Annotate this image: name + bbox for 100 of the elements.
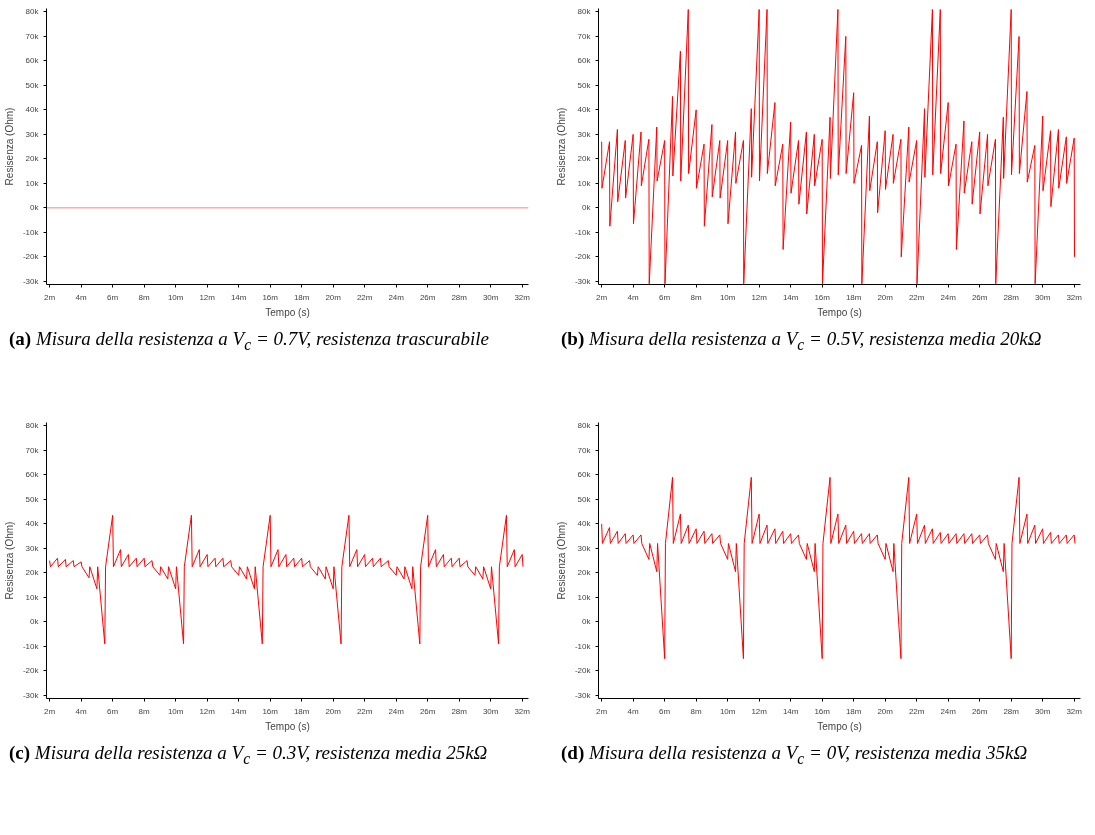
x-tick-label: 24m — [388, 292, 405, 302]
x-tick-label: 26m — [971, 706, 988, 716]
y-tick-label: 0k — [30, 617, 40, 627]
x-tick-label: 16m — [262, 706, 279, 716]
y-tick-label: 80k — [25, 421, 40, 431]
x-tick-label: 12m — [199, 706, 216, 716]
x-tick-label: 16m — [814, 706, 831, 716]
text: (d) Misura della resistenza a V$_{c}$ = 0V, resistenza media 35kΩ — [561, 741, 1028, 769]
y-axis-title: Resisenza (Ohm) — [3, 521, 15, 600]
x-tick-label: 32m — [514, 706, 531, 716]
y-tick-label: -20k — [574, 666, 592, 676]
y-tick-label: -10k — [22, 227, 40, 237]
y-tick-label: 80k — [577, 7, 592, 17]
y-tick-label: 10k — [25, 178, 40, 188]
x-tick-label: 22m — [908, 292, 925, 302]
x-tick-label: 4m — [627, 706, 640, 716]
y-tick-label: 70k — [577, 31, 592, 41]
x-tick-label: 8m — [690, 706, 703, 716]
y-tick-label: 20k — [577, 568, 592, 578]
y-tick-label: 60k — [25, 56, 40, 66]
x-tick-label: 10m — [719, 292, 736, 302]
x-tick-label: 14m — [230, 292, 247, 302]
y-tick-label: 30k — [25, 543, 40, 553]
x-tick-label: 8m — [138, 706, 151, 716]
x-tick-label: 24m — [940, 292, 957, 302]
x-tick-label: 28m — [451, 292, 468, 302]
x-tick-label: 10m — [719, 706, 736, 716]
x-tick-label: 30m — [1034, 706, 1051, 716]
x-tick-label: 12m — [751, 706, 768, 716]
x-tick-label: 28m — [1003, 292, 1020, 302]
x-tick-label: 30m — [482, 706, 499, 716]
y-tick-label: -10k — [22, 641, 40, 651]
x-tick-label: 30m — [482, 292, 499, 302]
y-tick-label: -30k — [574, 690, 592, 700]
x-tick-label: 2m — [596, 706, 608, 716]
x-tick-label: 14m — [230, 706, 247, 716]
x-tick-label: 20m — [325, 292, 342, 302]
x-tick-label: 22m — [356, 292, 373, 302]
y-tick-label: -20k — [574, 252, 592, 262]
x-tick-label: 30m — [1034, 292, 1051, 302]
y-tick-label: 40k — [577, 519, 592, 529]
y-tick-label: 50k — [25, 80, 40, 90]
y-tick-label: -30k — [22, 690, 40, 700]
y-tick-label: 30k — [577, 129, 592, 139]
y-axis-title: Resisenza (Ohm) — [555, 107, 567, 186]
x-tick-label: 28m — [451, 706, 468, 716]
x-tick-label: 32m — [1066, 292, 1083, 302]
x-tick-label: 20m — [877, 706, 894, 716]
x-tick-label: 6m — [107, 706, 119, 716]
y-axis-title: Resisenza (Ohm) — [3, 107, 15, 186]
x-tick-label: 28m — [1003, 706, 1020, 716]
x-axis-title: Tempo (s) — [817, 306, 862, 318]
y-tick-label: 20k — [25, 568, 40, 578]
x-tick-label: 6m — [659, 706, 671, 716]
x-tick-label: 4m — [75, 706, 88, 716]
x-tick-label: 22m — [908, 706, 925, 716]
y-tick-label: 70k — [25, 31, 40, 41]
y-tick-label: 30k — [25, 129, 40, 139]
x-axis-title: Tempo (s) — [265, 306, 310, 318]
x-tick-label: 12m — [199, 292, 216, 302]
x-tick-label: 24m — [940, 706, 957, 716]
y-tick-label: 0k — [582, 203, 592, 213]
text: (c) Misura della resistenza a V$_{c}$ = 0.3V, resistenza media 25kΩ — [9, 741, 488, 769]
y-tick-label: 50k — [25, 494, 40, 504]
y-tick-label: 10k — [577, 592, 592, 602]
x-tick-label: 14m — [782, 706, 799, 716]
line-series — [49, 514, 524, 645]
x-tick-label: 8m — [138, 292, 151, 302]
x-tick-label: 18m — [293, 706, 310, 716]
y-tick-label: 50k — [577, 494, 592, 504]
x-tick-label: 20m — [877, 292, 894, 302]
x-tick-label: 26m — [971, 292, 988, 302]
text: (a) Misura della resistenza a V$_{c}$ = 0.7V, resistenza trascurabile — [9, 327, 489, 355]
x-tick-label: 2m — [596, 292, 608, 302]
y-tick-label: 0k — [582, 617, 592, 627]
x-tick-label: 26m — [419, 706, 436, 716]
x-tick-label: 10m — [167, 706, 184, 716]
x-tick-label: 20m — [325, 706, 342, 716]
y-tick-label: 50k — [577, 80, 592, 90]
x-tick-label: 12m — [751, 292, 768, 302]
x-tick-label: 26m — [419, 292, 436, 302]
y-tick-label: 60k — [577, 470, 592, 480]
y-tick-label: -30k — [22, 276, 40, 286]
y-tick-label: 70k — [577, 445, 592, 455]
x-tick-label: 16m — [262, 292, 279, 302]
y-tick-label: 80k — [25, 7, 40, 17]
y-tick-label: 0k — [30, 203, 40, 213]
y-tick-label: -20k — [22, 252, 40, 262]
x-tick-label: 8m — [690, 292, 703, 302]
x-tick-label: 32m — [1066, 706, 1083, 716]
y-tick-label: -30k — [574, 276, 592, 286]
x-axis-title: Tempo (s) — [265, 720, 310, 732]
y-axis-title: Resisenza (Ohm) — [555, 521, 567, 600]
y-tick-label: 40k — [25, 105, 40, 115]
x-tick-label: 2m — [44, 292, 56, 302]
x-tick-label: 16m — [814, 292, 831, 302]
y-tick-label: 60k — [25, 470, 40, 480]
y-tick-label: -20k — [22, 666, 40, 676]
x-tick-label: 32m — [514, 292, 531, 302]
x-tick-label: 22m — [356, 706, 373, 716]
